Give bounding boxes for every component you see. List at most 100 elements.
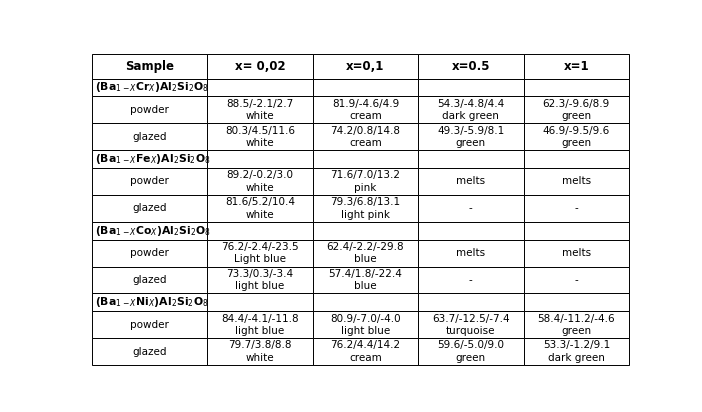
Bar — [312, 79, 418, 96]
Bar — [92, 96, 207, 123]
Bar — [312, 267, 418, 293]
Bar — [207, 338, 312, 365]
Bar — [207, 267, 312, 293]
Text: 80.9/-7.0/-4.0
light blue: 80.9/-7.0/-4.0 light blue — [330, 314, 401, 336]
Text: 84.4/-4.1/-11.8
light blue: 84.4/-4.1/-11.8 light blue — [221, 314, 299, 336]
Text: 81.9/-4.6/4.9
cream: 81.9/-4.6/4.9 cream — [332, 98, 399, 121]
Text: 54.3/-4.8/4.4
dark green: 54.3/-4.8/4.4 dark green — [437, 98, 505, 121]
Text: 79.3/6.8/13.1
light pink: 79.3/6.8/13.1 light pink — [331, 197, 400, 220]
Text: 49.3/-5.9/8.1
green: 49.3/-5.9/8.1 green — [437, 126, 505, 148]
Text: -: - — [469, 275, 472, 285]
Text: x=0.5: x=0.5 — [451, 60, 490, 73]
Text: x=0,1: x=0,1 — [346, 60, 385, 73]
Text: melts: melts — [456, 248, 485, 258]
Bar — [207, 123, 312, 150]
Text: 58.4/-11.2/-4.6
green: 58.4/-11.2/-4.6 green — [538, 314, 615, 336]
Text: (Ba$_{1-X}$Co$_X$)Al$_2$Si$_2$O$_8$: (Ba$_{1-X}$Co$_X$)Al$_2$Si$_2$O$_8$ — [95, 224, 211, 238]
Text: -: - — [469, 204, 472, 213]
Text: 79.7/3.8/8.8
white: 79.7/3.8/8.8 white — [228, 340, 292, 363]
Text: Sample: Sample — [125, 60, 174, 73]
Bar — [524, 79, 629, 96]
Text: powder: powder — [130, 248, 169, 258]
Bar — [524, 311, 629, 338]
Text: 76.2/4.4/14.2
cream: 76.2/4.4/14.2 cream — [331, 340, 400, 363]
Bar — [312, 222, 418, 240]
Bar — [207, 195, 312, 222]
Bar — [207, 54, 312, 79]
Bar — [524, 338, 629, 365]
Bar — [92, 168, 207, 195]
Bar — [207, 79, 312, 96]
Bar — [92, 338, 207, 365]
Text: glazed: glazed — [133, 132, 167, 142]
Bar — [524, 293, 629, 311]
Bar — [92, 150, 207, 168]
Bar — [524, 222, 629, 240]
Bar — [524, 54, 629, 79]
Bar — [92, 195, 207, 222]
Text: 89.2/-0.2/3.0
white: 89.2/-0.2/3.0 white — [227, 170, 293, 193]
Bar — [524, 267, 629, 293]
Bar — [418, 267, 524, 293]
Bar — [524, 123, 629, 150]
Bar — [207, 240, 312, 267]
Text: (Ba$_{1-X}$Cr$_X$)Al$_2$Si$_2$O$_8$: (Ba$_{1-X}$Cr$_X$)Al$_2$Si$_2$O$_8$ — [95, 80, 209, 94]
Text: 74.2/0.8/14.8
cream: 74.2/0.8/14.8 cream — [331, 126, 400, 148]
Text: melts: melts — [562, 176, 591, 187]
Bar — [418, 79, 524, 96]
Bar — [312, 293, 418, 311]
Text: (Ba$_{1-X}$Fe$_X$)Al$_2$Si$_2$O$_8$: (Ba$_{1-X}$Fe$_X$)Al$_2$Si$_2$O$_8$ — [95, 152, 211, 166]
Bar — [207, 96, 312, 123]
Bar — [418, 311, 524, 338]
Bar — [92, 240, 207, 267]
Text: (Ba$_{1-X}$Ni$_X$)Al$_2$Si$_2$O$_8$: (Ba$_{1-X}$Ni$_X$)Al$_2$Si$_2$O$_8$ — [95, 295, 208, 309]
Bar — [207, 150, 312, 168]
Text: melts: melts — [456, 176, 485, 187]
Bar — [418, 195, 524, 222]
Bar — [312, 54, 418, 79]
Bar — [92, 293, 207, 311]
Text: x= 0,02: x= 0,02 — [234, 60, 285, 73]
Text: melts: melts — [562, 248, 591, 258]
Bar — [92, 79, 207, 96]
Bar — [418, 150, 524, 168]
Text: 63.7/-12.5/-7.4
turquoise: 63.7/-12.5/-7.4 turquoise — [432, 314, 510, 336]
Text: 71.6/7.0/13.2
pink: 71.6/7.0/13.2 pink — [331, 170, 400, 193]
Bar — [312, 195, 418, 222]
Bar — [92, 267, 207, 293]
Bar — [524, 195, 629, 222]
Bar — [312, 96, 418, 123]
Bar — [92, 123, 207, 150]
Bar — [207, 222, 312, 240]
Bar — [207, 311, 312, 338]
Bar — [418, 123, 524, 150]
Text: 62.4/-2.2/-29.8
blue: 62.4/-2.2/-29.8 blue — [326, 242, 404, 264]
Text: 57.4/1.8/-22.4
blue: 57.4/1.8/-22.4 blue — [329, 269, 402, 291]
Bar — [524, 96, 629, 123]
Bar — [207, 168, 312, 195]
Bar — [418, 338, 524, 365]
Bar — [524, 168, 629, 195]
Bar — [312, 311, 418, 338]
Bar — [418, 240, 524, 267]
Text: -: - — [574, 204, 578, 213]
Bar — [207, 293, 312, 311]
Text: glazed: glazed — [133, 275, 167, 285]
Bar — [418, 168, 524, 195]
Text: powder: powder — [130, 105, 169, 115]
Text: x=1: x=1 — [564, 60, 589, 73]
Text: 80.3/4.5/11.6
white: 80.3/4.5/11.6 white — [225, 126, 295, 148]
Bar — [92, 311, 207, 338]
Bar — [92, 222, 207, 240]
Bar — [312, 338, 418, 365]
Bar — [312, 168, 418, 195]
Text: 46.9/-9.5/9.6
green: 46.9/-9.5/9.6 green — [543, 126, 610, 148]
Bar — [418, 222, 524, 240]
Bar — [524, 240, 629, 267]
Bar — [418, 293, 524, 311]
Text: glazed: glazed — [133, 346, 167, 357]
Bar — [418, 96, 524, 123]
Text: glazed: glazed — [133, 204, 167, 213]
Bar — [524, 150, 629, 168]
Bar — [312, 123, 418, 150]
